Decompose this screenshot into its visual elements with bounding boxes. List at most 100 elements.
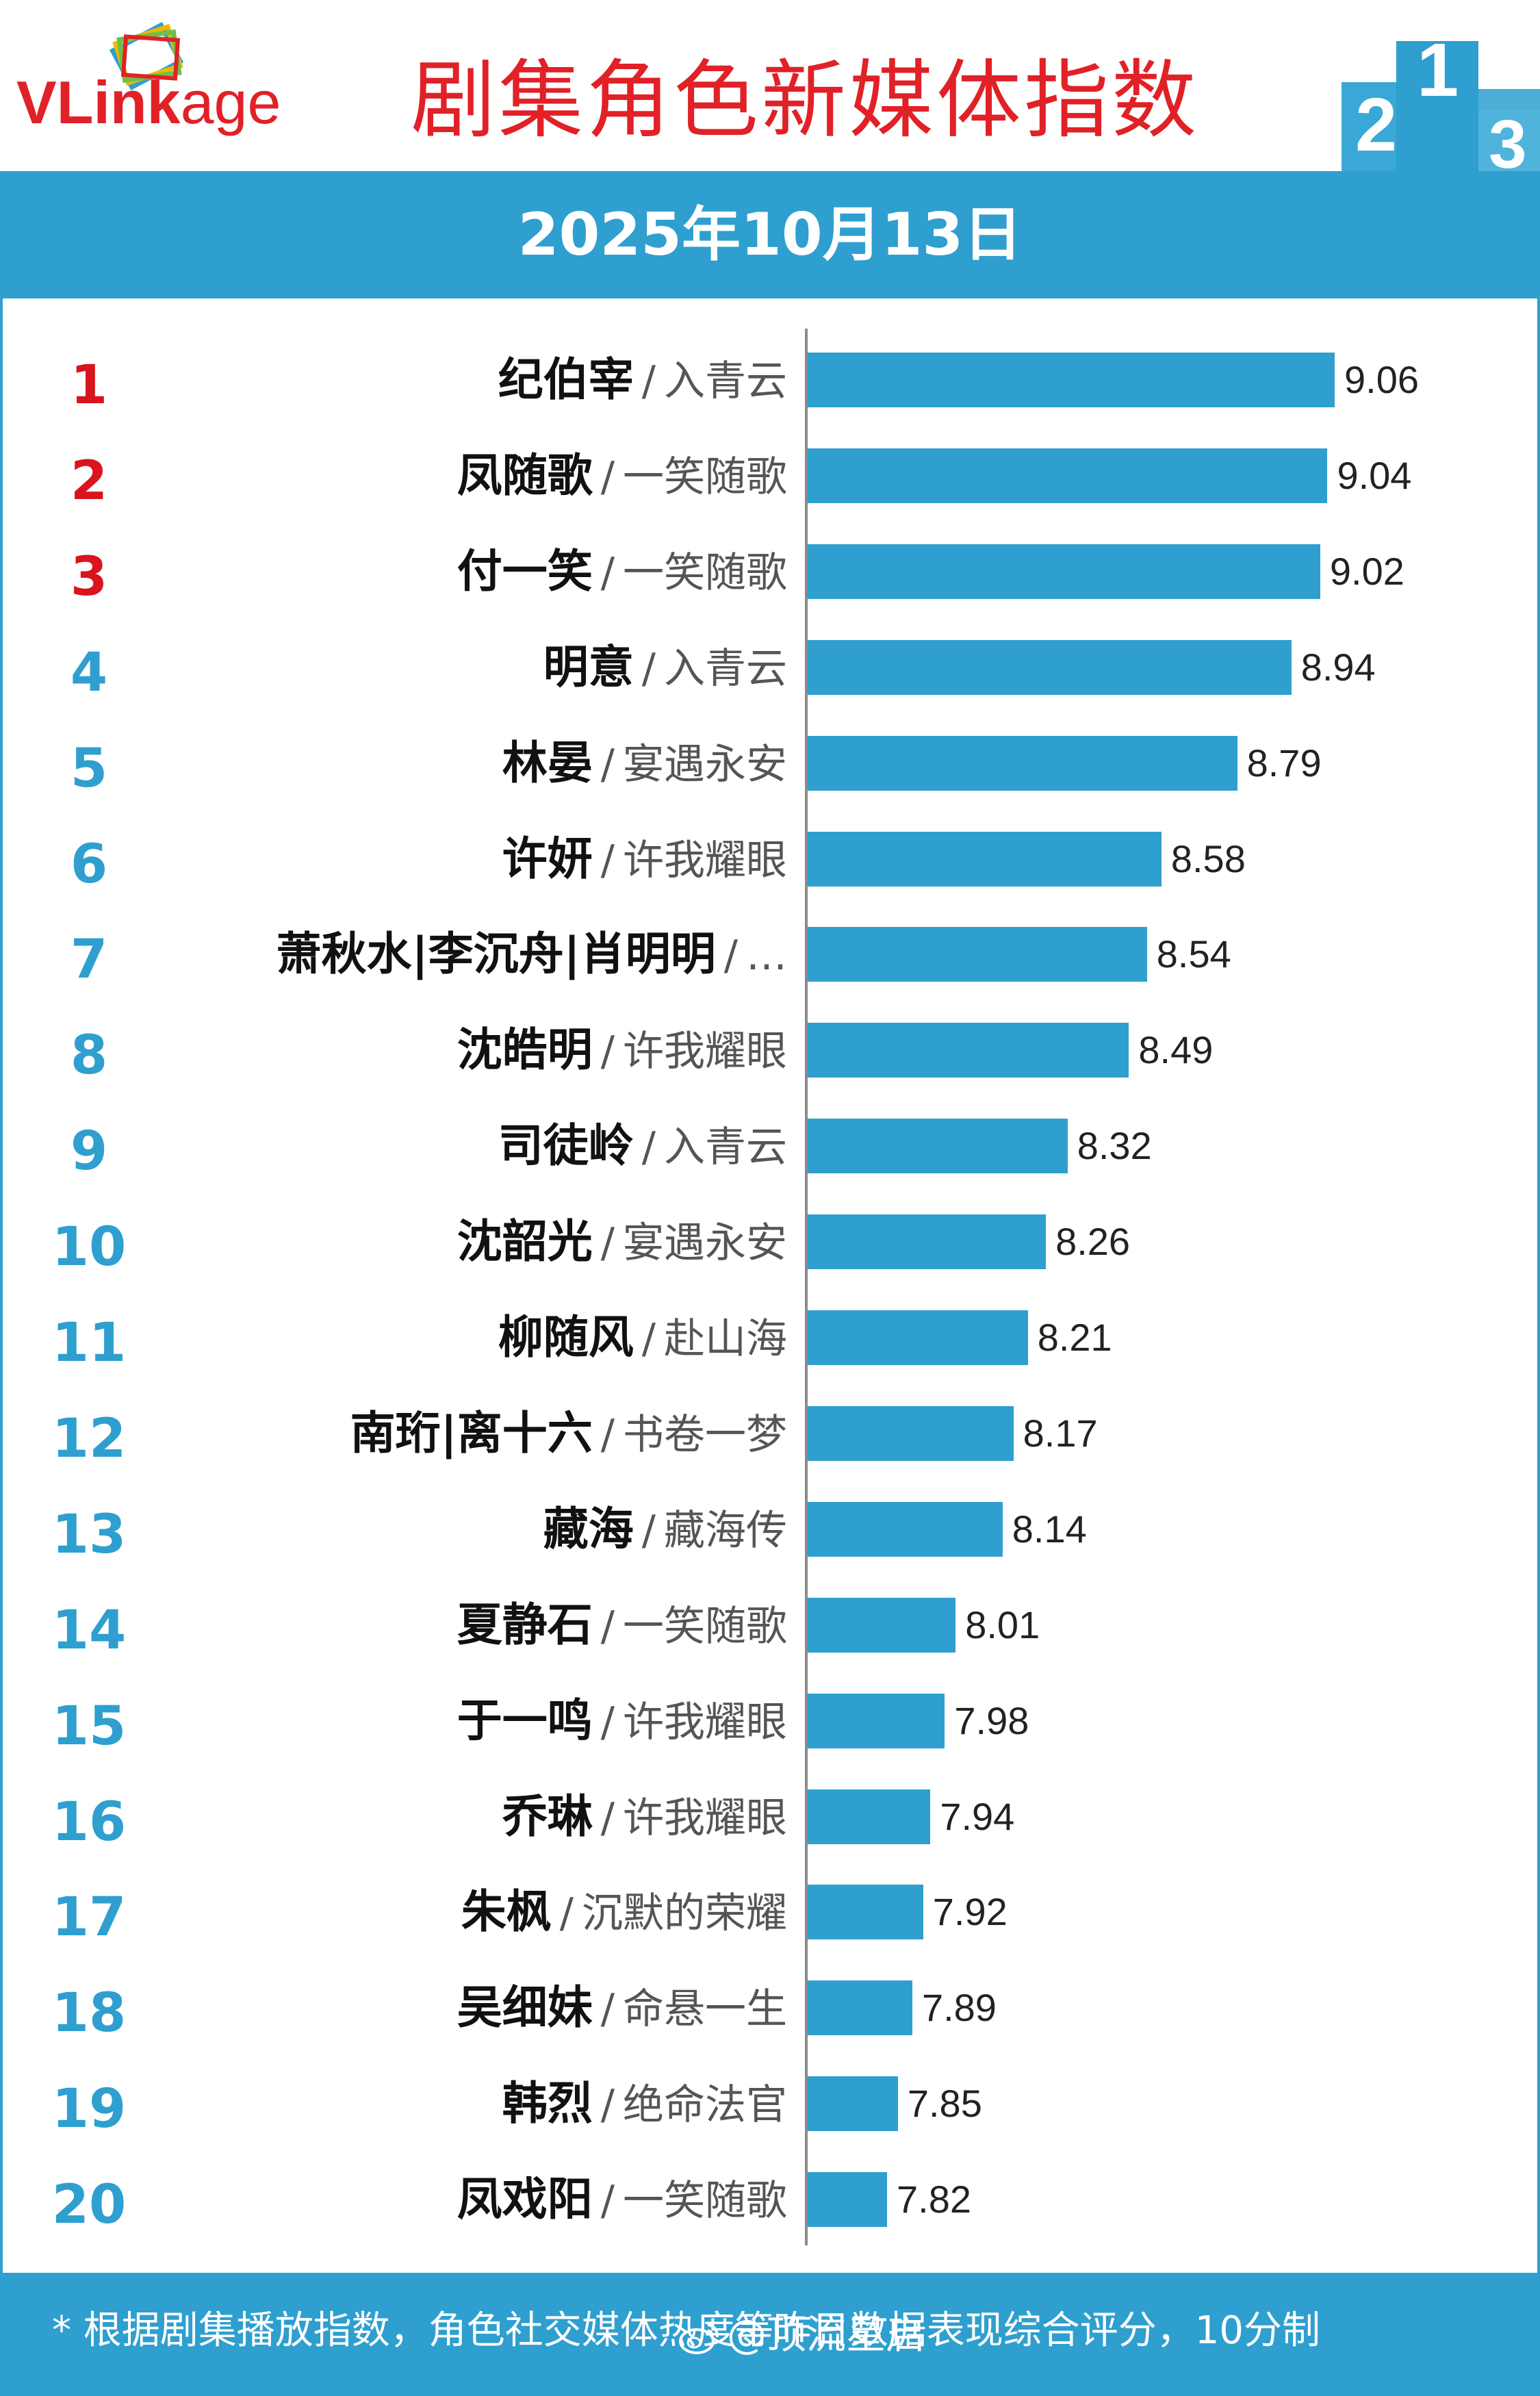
- drama-title: 入青云: [664, 644, 787, 693]
- drama-title: 入青云: [664, 357, 787, 405]
- label-separator: /: [600, 548, 615, 597]
- bar: [808, 1310, 1028, 1365]
- label-separator: /: [600, 1028, 615, 1076]
- drama-title: 命悬一生: [623, 1985, 787, 2034]
- character-name: 吴细妹: [457, 1981, 593, 2035]
- podium-icon: 2 1 3: [1342, 28, 1540, 171]
- row-label: 凤戏阳 / 一笑随歌: [151, 2169, 787, 2230]
- row-label: 沈韶光 / 宴遇永安: [151, 1211, 787, 1273]
- row-label: 柳随风 / 赴山海: [151, 1307, 787, 1368]
- bar-value-label: 8.54: [1156, 932, 1231, 976]
- rank-number: 11: [51, 1312, 127, 1374]
- table-row: 2 凤随歌 / 一笑随歌 9.04: [0, 448, 1540, 512]
- drama-title: 许我耀眼: [623, 1028, 787, 1076]
- watermark-text: @顶流星启: [727, 2311, 926, 2358]
- bar-value-label: 9.02: [1329, 549, 1404, 593]
- label-separator: /: [600, 1794, 615, 1842]
- rank-number: 19: [51, 2078, 127, 2141]
- bar-value-label: 8.49: [1138, 1028, 1214, 1072]
- label-separator: /: [600, 836, 615, 884]
- rank-number: 20: [51, 2174, 127, 2236]
- rank-number: 12: [51, 1407, 127, 1470]
- bar: [808, 927, 1147, 982]
- table-row: 16 乔琳 / 许我耀眼 7.94: [0, 1786, 1540, 1853]
- bar-value-label: 7.92: [932, 1890, 1008, 1934]
- row-label: 朱枫 / 沉默的荣耀: [151, 1881, 787, 1943]
- row-label: 司徒岭 / 入青云: [151, 1115, 787, 1177]
- bar: [808, 1885, 923, 1940]
- bar-value-label: 7.82: [897, 2178, 972, 2221]
- table-row: 14 夏静石 / 一笑随歌 8.01: [0, 1597, 1540, 1661]
- table-row: 9 司徒岭 / 入青云 8.32: [0, 1119, 1540, 1182]
- row-label: 于一鸣 / 许我耀眼: [151, 1690, 787, 1752]
- character-name: 许妍: [502, 832, 593, 885]
- label-separator: /: [600, 1219, 615, 1268]
- drama-title: 一笑随歌: [623, 2177, 787, 2226]
- rank-number: 17: [51, 1887, 127, 1949]
- bar-value-label: 7.85: [907, 2082, 982, 2126]
- label-separator: /: [641, 1506, 656, 1555]
- label-separator: /: [641, 1123, 656, 1172]
- footer: * 根据剧集播放指数，角色社交媒体热度等昨日数据表现综合评分，10分制: [0, 2273, 1540, 2396]
- drama-title: …: [746, 932, 787, 980]
- row-label: 许妍 / 许我耀眼: [151, 828, 787, 890]
- character-name: 沈皓明: [457, 1023, 593, 1077]
- bar-value-label: 8.58: [1170, 837, 1246, 880]
- bar: [808, 1597, 956, 1653]
- label-separator: /: [600, 1985, 615, 2034]
- date-label: 2025年10月13日: [517, 201, 1023, 269]
- rank-number: 15: [51, 1695, 127, 1757]
- row-label: 纪伯宰 / 入青云: [151, 349, 787, 411]
- bar-value-label: 8.14: [1012, 1507, 1087, 1551]
- character-name: 明意: [543, 640, 634, 693]
- character-name: 凤随歌: [457, 448, 593, 502]
- table-row: 13 藏海 / 藏海传 8.14: [0, 1501, 1540, 1566]
- table-row: 19 韩烈 / 绝命法官 7.85: [0, 2073, 1540, 2140]
- bar: [808, 448, 1328, 503]
- character-name: 沈韶光: [457, 1215, 593, 1269]
- bar-value-label: 9.06: [1344, 358, 1419, 401]
- character-name: 夏静石: [457, 1598, 593, 1651]
- table-row: 3 付一笑 / 一笑随歌 9.02: [0, 544, 1540, 608]
- rank-number: 5: [70, 737, 108, 800]
- drama-title: 许我耀眼: [623, 1794, 787, 1842]
- rank-number: 10: [51, 1216, 127, 1279]
- table-row: 7 萧秋水|李沉舟|肖明明 /… 8.54: [0, 927, 1540, 991]
- table-row: 17 朱枫 / 沉默的荣耀 7.92: [0, 1885, 1540, 1948]
- character-name: 司徒岭: [498, 1119, 634, 1173]
- vlinkage-logo: VLinkage: [16, 21, 338, 151]
- bar: [808, 1789, 931, 1844]
- bar: [808, 2076, 898, 2132]
- bar: [808, 2172, 888, 2228]
- drama-title: 宴遇永安: [623, 740, 787, 789]
- bar-value-label: 9.04: [1337, 453, 1412, 497]
- table-row: 1 纪伯宰 / 入青云 9.06: [0, 353, 1540, 416]
- row-label: 韩烈 / 绝命法官: [151, 2073, 787, 2134]
- bar: [808, 1501, 1003, 1557]
- character-name: 乔琳: [502, 1789, 593, 1843]
- row-label: 乔琳 / 许我耀眼: [151, 1786, 787, 1848]
- row-label: 明意 / 入青云: [151, 637, 787, 698]
- rank-number: 13: [51, 1503, 127, 1566]
- drama-title: 许我耀眼: [623, 1698, 787, 1746]
- weibo-icon: [679, 2323, 719, 2354]
- rank-number: 6: [70, 833, 108, 895]
- logo-frames-icon: [109, 21, 184, 91]
- rank-number: 14: [51, 1599, 127, 1661]
- page-title: 剧集角色新媒体指数: [411, 51, 1200, 150]
- drama-title: 藏海传: [664, 1506, 787, 1555]
- bar-value-label: 8.21: [1037, 1316, 1112, 1359]
- drama-title: 入青云: [664, 1123, 787, 1172]
- table-row: 10 沈韶光 / 宴遇永安 8.26: [0, 1211, 1540, 1278]
- character-name: 萧秋水|李沉舟|肖明明: [276, 928, 716, 981]
- table-row: 18 吴细妹 / 命悬一生 7.89: [0, 1980, 1540, 2044]
- drama-title: 沉默的荣耀: [582, 1889, 787, 1938]
- character-name: 凤戏阳: [457, 2173, 593, 2226]
- character-name: 朱枫: [461, 1885, 552, 1939]
- watermark: @顶流星启: [678, 2304, 925, 2365]
- label-separator: /: [641, 357, 656, 405]
- table-row: 8 沈皓明 / 许我耀眼 8.49: [0, 1023, 1540, 1086]
- table-row: 6 许妍 / 许我耀眼 8.58: [0, 831, 1540, 895]
- podium-digit-3: 3: [1489, 106, 1527, 171]
